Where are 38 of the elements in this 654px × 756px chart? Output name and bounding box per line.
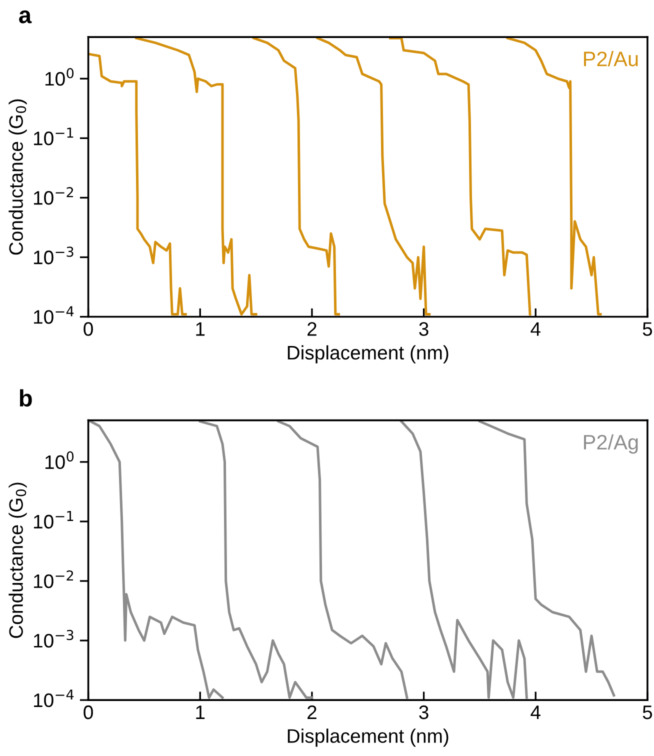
- y-tick-label: 10$^{0}$: [45, 68, 74, 86]
- y-tick-label: 10$^{−4}$: [34, 690, 74, 708]
- text: P2/Au: [584, 51, 638, 66]
- y-tick-label: 10$^{−3}$: [34, 246, 74, 264]
- x-tick-label: 4: [530, 706, 540, 720]
- x-tick-label: 2: [308, 705, 316, 720]
- line-series: [400, 420, 528, 699]
- text: P2/Ag: [584, 434, 638, 454]
- y-tick-label: 10$^{−2}$: [34, 570, 74, 588]
- line-series: [252, 37, 340, 316]
- x-tick-label: 1: [196, 322, 205, 336]
- x-tick-label: 3: [419, 705, 428, 720]
- y-tick-label: 10$^{−1}$: [34, 511, 74, 529]
- line-series: [198, 420, 314, 699]
- y-tick-label: 10$^{−1}$: [34, 128, 74, 146]
- x-axis-title: Displacement (nm): [288, 728, 448, 747]
- x-tick-label: 4: [530, 322, 540, 336]
- y-tick-label: 10$^{0}$: [45, 451, 74, 470]
- line-series: [388, 37, 532, 316]
- y-axis-title: Conductance (G$_{0}$): [8, 99, 27, 255]
- y-axis-title: Conductance (G$_{0}$): [8, 482, 27, 638]
- y-tick-label: 10$^{−2}$: [34, 187, 74, 205]
- y-tick-label: 10$^{−3}$: [34, 630, 74, 648]
- x-tick-label: 0: [84, 705, 93, 720]
- line-series: [135, 37, 258, 316]
- line-series: [277, 420, 408, 699]
- x-axis-title: Displacement (nm): [288, 345, 448, 364]
- y-tick-label: 10$^{−4}$: [34, 306, 74, 324]
- x-tick-label: 0: [84, 322, 93, 336]
- x-tick-label: 2: [308, 322, 316, 336]
- x-tick-label: 1: [196, 706, 205, 720]
- x-tick-label: 3: [419, 322, 428, 336]
- chart-title: a: [19, 10, 32, 24]
- line-series: [316, 37, 431, 316]
- line-series: [88, 52, 187, 316]
- chart-title: b: [20, 389, 32, 407]
- x-tick-label: 5: [642, 322, 652, 336]
- x-tick-label: 5: [642, 706, 652, 720]
